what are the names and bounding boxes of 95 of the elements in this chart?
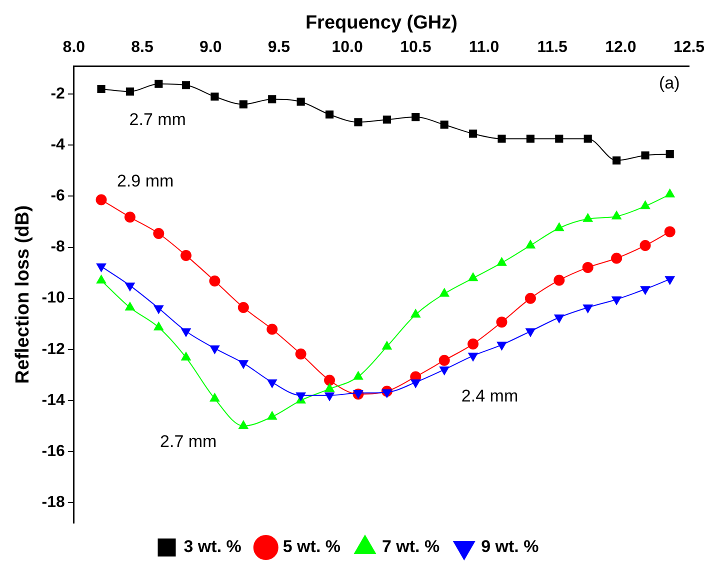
point <box>612 210 622 220</box>
legend-label: 3 wt. % <box>184 537 242 556</box>
point <box>611 252 622 264</box>
point <box>325 110 334 119</box>
point <box>324 392 334 401</box>
point <box>296 392 306 401</box>
point <box>524 292 536 304</box>
point <box>382 389 392 398</box>
point <box>612 296 622 305</box>
point <box>496 316 508 328</box>
point <box>209 275 220 286</box>
y-tick-label: -12 <box>42 340 66 358</box>
point <box>554 222 564 232</box>
point <box>554 274 565 286</box>
y-tick-label: -8 <box>50 238 66 256</box>
x-tick-label: 8.5 <box>131 38 154 56</box>
x-tick-label: 8.0 <box>62 38 86 56</box>
y-tick-label: -10 <box>42 290 66 307</box>
x-tick-label: 12.0 <box>605 38 636 56</box>
point <box>267 379 277 388</box>
legend-label: 7 wt. % <box>382 537 440 556</box>
legend-label: 9 wt. % <box>481 537 539 556</box>
point <box>180 250 192 261</box>
point <box>468 272 478 282</box>
point <box>324 374 336 386</box>
point <box>295 348 306 360</box>
point <box>640 200 650 210</box>
x-tick-label: 9.0 <box>199 38 222 56</box>
point <box>410 379 420 388</box>
point <box>612 156 621 164</box>
point <box>182 81 190 90</box>
y-tick-label: -14 <box>42 392 66 409</box>
point <box>210 92 219 101</box>
y-tick-label: -6 <box>50 188 66 205</box>
point <box>210 345 220 354</box>
point <box>125 282 135 292</box>
annotation: 2.7 mm <box>160 432 217 452</box>
point <box>554 314 564 323</box>
point <box>238 360 248 369</box>
y-tick-label: -2 <box>50 85 66 102</box>
point <box>641 151 650 160</box>
x-tick-label: 10.5 <box>400 38 432 56</box>
point <box>582 262 594 273</box>
point <box>640 286 650 295</box>
annotation: 2.7 mm <box>129 110 186 129</box>
y-tick-label: -4 <box>50 136 66 154</box>
x-tick-label: 10.0 <box>332 38 363 56</box>
x-tick-label: 9.5 <box>268 38 290 56</box>
point <box>412 113 420 122</box>
point <box>468 352 478 362</box>
point <box>584 134 592 143</box>
point <box>126 87 134 96</box>
point <box>469 130 478 138</box>
point <box>526 328 536 337</box>
point <box>97 84 106 94</box>
point <box>266 324 278 335</box>
point <box>438 354 450 366</box>
annotation: (a) <box>658 73 680 92</box>
point <box>124 212 136 223</box>
point <box>666 150 674 158</box>
y-axis-title: Reflection loss (dB) <box>12 205 34 384</box>
y-tick-label: -16 <box>42 442 66 460</box>
point <box>496 342 507 350</box>
point <box>96 194 107 206</box>
x-tick-label: 11.5 <box>537 38 568 56</box>
point <box>239 100 248 108</box>
point <box>468 338 479 350</box>
legend-label: 5 wt. % <box>282 537 340 556</box>
point <box>665 276 675 285</box>
point <box>526 134 534 143</box>
point <box>382 116 391 124</box>
point <box>268 95 276 104</box>
point <box>440 120 448 129</box>
x-tick-label: 11.0 <box>468 38 500 56</box>
point <box>296 98 305 106</box>
point <box>555 134 564 143</box>
y-tick-label: -18 <box>42 494 66 511</box>
point <box>440 366 450 376</box>
annotation: 2.9 mm <box>116 172 174 191</box>
point <box>181 328 191 337</box>
x-axis-title: Frequency (GHz) <box>305 12 458 34</box>
point <box>238 302 249 314</box>
point <box>583 304 593 314</box>
x-tick-label: 12.5 <box>673 38 705 56</box>
point <box>354 118 362 126</box>
point <box>154 305 164 314</box>
point <box>640 240 651 251</box>
point <box>153 228 164 239</box>
point <box>154 80 163 88</box>
point <box>498 134 506 143</box>
point <box>125 302 135 311</box>
point <box>664 226 676 238</box>
annotation: 2.4 mm <box>461 386 518 406</box>
point <box>665 188 675 198</box>
point <box>96 263 106 272</box>
